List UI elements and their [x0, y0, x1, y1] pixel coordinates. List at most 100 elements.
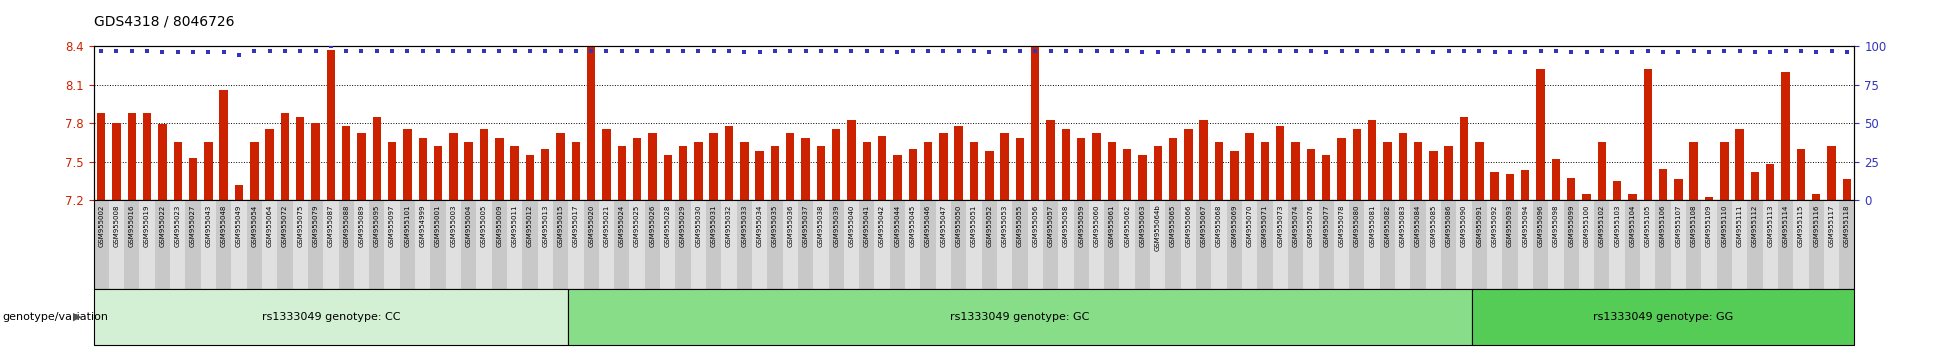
- Bar: [1704, 198, 1712, 200]
- Point: [760, 48, 791, 53]
- Bar: [189, 158, 197, 200]
- Text: GSM955057: GSM955057: [1048, 205, 1054, 247]
- Bar: [249, 142, 259, 200]
- Point: [331, 48, 362, 53]
- Text: GSM955110: GSM955110: [1722, 205, 1728, 247]
- Point: [1693, 49, 1724, 55]
- Text: GSM955042: GSM955042: [879, 205, 884, 247]
- Point: [820, 48, 851, 53]
- Text: GSM955046: GSM955046: [925, 205, 931, 247]
- Bar: [618, 146, 625, 200]
- Point: [590, 48, 621, 53]
- Point: [990, 48, 1021, 53]
- Point: [1494, 49, 1525, 55]
- Point: [1463, 48, 1494, 53]
- Point: [253, 48, 284, 53]
- Text: GSM955036: GSM955036: [787, 205, 793, 247]
- Text: GSM955079: GSM955079: [312, 205, 319, 247]
- Point: [1617, 49, 1648, 55]
- Text: GSM955032: GSM955032: [727, 205, 732, 247]
- Point: [1204, 48, 1235, 53]
- Bar: [1796, 149, 1806, 200]
- Bar: [173, 142, 181, 200]
- Bar: [1445, 146, 1453, 200]
- Point: [1173, 48, 1204, 53]
- Point: [912, 48, 943, 53]
- Point: [132, 48, 164, 53]
- Point: [1510, 49, 1541, 55]
- Text: GSM955094: GSM955094: [1521, 205, 1529, 247]
- Text: GSM955101: GSM955101: [405, 205, 411, 247]
- Bar: [801, 138, 810, 200]
- Bar: [1629, 194, 1636, 200]
- Bar: [1751, 172, 1759, 200]
- Bar: [1414, 142, 1422, 200]
- Bar: [113, 123, 121, 200]
- Point: [1632, 48, 1664, 53]
- Text: GSM955055: GSM955055: [1017, 205, 1023, 247]
- Point: [1050, 48, 1081, 53]
- Bar: [1780, 72, 1790, 200]
- Point: [1233, 48, 1264, 53]
- Bar: [787, 133, 795, 200]
- Bar: [1537, 69, 1545, 200]
- Text: rs1333049 genotype: GC: rs1333049 genotype: GC: [951, 312, 1089, 322]
- Point: [1418, 49, 1449, 55]
- Point: [1126, 49, 1157, 55]
- Text: GSM955024: GSM955024: [619, 205, 625, 247]
- Bar: [127, 113, 136, 200]
- Point: [146, 49, 177, 55]
- Point: [775, 48, 806, 53]
- Text: GSM955011: GSM955011: [512, 205, 518, 247]
- Text: GSM955019: GSM955019: [144, 205, 150, 247]
- Point: [1034, 48, 1066, 53]
- Text: GSM955106: GSM955106: [1660, 205, 1666, 247]
- Text: GSM955026: GSM955026: [649, 205, 655, 247]
- Text: GSM955049: GSM955049: [236, 205, 242, 247]
- Bar: [1767, 164, 1775, 200]
- Point: [1264, 48, 1295, 53]
- Text: GSM955068: GSM955068: [1216, 205, 1221, 247]
- Text: GSM955103: GSM955103: [1615, 205, 1621, 247]
- Text: GSM955086: GSM955086: [1445, 205, 1451, 247]
- Point: [1097, 48, 1128, 53]
- Text: GSM955087: GSM955087: [327, 205, 333, 247]
- Bar: [510, 146, 518, 200]
- Text: GSM955105: GSM955105: [1644, 205, 1650, 247]
- Point: [1556, 49, 1588, 55]
- Point: [545, 48, 577, 53]
- Bar: [526, 155, 534, 200]
- Bar: [1108, 142, 1116, 200]
- Point: [1800, 49, 1831, 55]
- Text: GSM955016: GSM955016: [129, 205, 134, 247]
- Point: [851, 48, 882, 53]
- Text: GSM955013: GSM955013: [542, 205, 547, 247]
- Bar: [709, 133, 719, 200]
- Point: [1570, 49, 1601, 55]
- Text: GSM955085: GSM955085: [1430, 205, 1436, 247]
- Text: GSM955096: GSM955096: [1537, 205, 1543, 247]
- Bar: [142, 113, 152, 200]
- Text: GSM955031: GSM955031: [711, 205, 717, 247]
- Text: GSM955116: GSM955116: [1814, 205, 1819, 247]
- Text: GSM955038: GSM955038: [818, 205, 824, 247]
- Bar: [1399, 133, 1406, 200]
- Bar: [296, 116, 304, 200]
- Bar: [205, 142, 212, 200]
- Point: [1249, 48, 1280, 53]
- Point: [1784, 48, 1816, 53]
- Point: [1708, 48, 1740, 53]
- Text: GSM955111: GSM955111: [1738, 205, 1743, 247]
- Bar: [1122, 149, 1132, 200]
- Bar: [1062, 130, 1069, 200]
- Text: GSM955112: GSM955112: [1751, 205, 1757, 247]
- Text: GSM955056: GSM955056: [1032, 205, 1038, 247]
- Bar: [1352, 130, 1362, 200]
- Text: GSM955072: GSM955072: [282, 205, 288, 247]
- Text: GSM955102: GSM955102: [1599, 205, 1605, 247]
- Bar: [464, 142, 473, 200]
- Bar: [1292, 142, 1299, 200]
- Text: GSM955004: GSM955004: [466, 205, 471, 247]
- Point: [958, 48, 990, 53]
- Text: GSM955045: GSM955045: [910, 205, 916, 247]
